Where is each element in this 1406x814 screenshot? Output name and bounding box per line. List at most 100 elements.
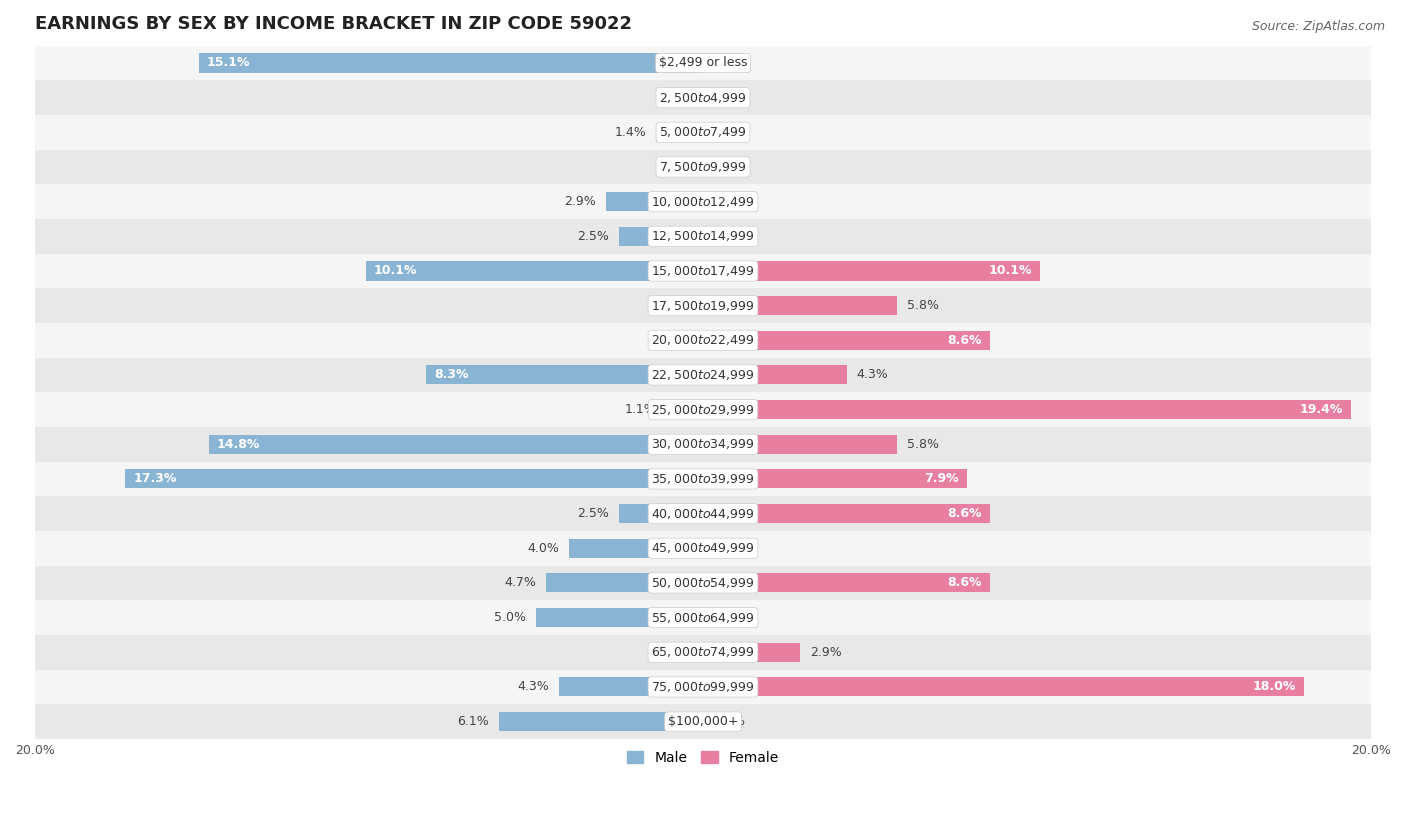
Bar bbox=[35, 670, 1371, 704]
Bar bbox=[606, 192, 703, 211]
Legend: Male, Female: Male, Female bbox=[621, 745, 785, 770]
Text: 5.0%: 5.0% bbox=[494, 611, 526, 624]
Bar bbox=[657, 123, 703, 142]
Bar bbox=[35, 219, 1371, 254]
Bar bbox=[125, 470, 703, 488]
Text: 0.0%: 0.0% bbox=[713, 126, 745, 139]
Bar bbox=[35, 392, 1371, 427]
Text: $17,500 to $19,999: $17,500 to $19,999 bbox=[651, 299, 755, 313]
Text: 2.5%: 2.5% bbox=[578, 507, 609, 520]
Text: 8.6%: 8.6% bbox=[948, 334, 981, 347]
Text: 8.3%: 8.3% bbox=[434, 369, 468, 382]
Text: 4.7%: 4.7% bbox=[505, 576, 536, 589]
Text: $22,500 to $24,999: $22,500 to $24,999 bbox=[651, 368, 755, 382]
Text: 0.0%: 0.0% bbox=[661, 299, 693, 312]
Text: 8.6%: 8.6% bbox=[948, 576, 981, 589]
Bar bbox=[426, 365, 703, 384]
Bar bbox=[35, 184, 1371, 219]
Bar bbox=[35, 497, 1371, 531]
Text: $5,000 to $7,499: $5,000 to $7,499 bbox=[659, 125, 747, 139]
Text: $7,500 to $9,999: $7,500 to $9,999 bbox=[659, 160, 747, 174]
Bar bbox=[35, 566, 1371, 600]
Text: 5.8%: 5.8% bbox=[907, 438, 939, 451]
Bar bbox=[546, 573, 703, 593]
Bar bbox=[208, 435, 703, 454]
Text: 7.9%: 7.9% bbox=[924, 472, 959, 485]
Text: 2.5%: 2.5% bbox=[578, 230, 609, 243]
Text: 4.3%: 4.3% bbox=[856, 369, 889, 382]
Text: $65,000 to $74,999: $65,000 to $74,999 bbox=[651, 646, 755, 659]
Bar bbox=[35, 46, 1371, 81]
Bar bbox=[620, 504, 703, 523]
Text: 14.8%: 14.8% bbox=[217, 438, 260, 451]
Bar bbox=[703, 573, 990, 593]
Bar bbox=[703, 365, 846, 384]
Text: $40,000 to $44,999: $40,000 to $44,999 bbox=[651, 506, 755, 521]
Bar bbox=[560, 677, 703, 697]
Bar bbox=[366, 261, 703, 281]
Text: 0.0%: 0.0% bbox=[713, 160, 745, 173]
Text: 10.1%: 10.1% bbox=[374, 265, 418, 278]
Text: Source: ZipAtlas.com: Source: ZipAtlas.com bbox=[1251, 20, 1385, 33]
Bar bbox=[35, 81, 1371, 115]
Text: 17.3%: 17.3% bbox=[134, 472, 177, 485]
Bar bbox=[35, 462, 1371, 497]
Bar bbox=[198, 54, 703, 72]
Text: 10.1%: 10.1% bbox=[988, 265, 1032, 278]
Text: 0.0%: 0.0% bbox=[661, 646, 693, 659]
Text: $2,499 or less: $2,499 or less bbox=[659, 56, 747, 69]
Text: $55,000 to $64,999: $55,000 to $64,999 bbox=[651, 610, 755, 624]
Text: 0.0%: 0.0% bbox=[713, 91, 745, 104]
Text: $50,000 to $54,999: $50,000 to $54,999 bbox=[651, 576, 755, 590]
Bar bbox=[620, 227, 703, 246]
Bar bbox=[35, 531, 1371, 566]
Text: $30,000 to $34,999: $30,000 to $34,999 bbox=[651, 437, 755, 451]
Text: $35,000 to $39,999: $35,000 to $39,999 bbox=[651, 472, 755, 486]
Text: 0.0%: 0.0% bbox=[713, 230, 745, 243]
Bar bbox=[703, 435, 897, 454]
Text: 2.9%: 2.9% bbox=[564, 195, 596, 208]
Text: 0.0%: 0.0% bbox=[713, 715, 745, 728]
Bar bbox=[35, 288, 1371, 323]
Text: 0.0%: 0.0% bbox=[713, 56, 745, 69]
Bar bbox=[35, 635, 1371, 670]
Bar bbox=[35, 323, 1371, 357]
Text: 8.6%: 8.6% bbox=[948, 507, 981, 520]
Bar bbox=[703, 330, 990, 350]
Bar bbox=[569, 539, 703, 558]
Text: EARNINGS BY SEX BY INCOME BRACKET IN ZIP CODE 59022: EARNINGS BY SEX BY INCOME BRACKET IN ZIP… bbox=[35, 15, 631, 33]
Text: 0.0%: 0.0% bbox=[713, 542, 745, 555]
Text: 0.0%: 0.0% bbox=[661, 160, 693, 173]
Bar bbox=[499, 712, 703, 731]
Text: 18.0%: 18.0% bbox=[1253, 681, 1296, 694]
Bar bbox=[666, 400, 703, 419]
Bar bbox=[703, 677, 1305, 697]
Text: 19.4%: 19.4% bbox=[1299, 403, 1343, 416]
Text: 0.0%: 0.0% bbox=[713, 611, 745, 624]
Bar bbox=[703, 296, 897, 315]
Text: 0.0%: 0.0% bbox=[713, 195, 745, 208]
Bar bbox=[35, 600, 1371, 635]
Text: 1.1%: 1.1% bbox=[624, 403, 657, 416]
Bar bbox=[703, 504, 990, 523]
Text: 2.9%: 2.9% bbox=[810, 646, 842, 659]
Bar bbox=[35, 254, 1371, 288]
Text: 4.0%: 4.0% bbox=[527, 542, 560, 555]
Bar bbox=[35, 357, 1371, 392]
Bar bbox=[703, 643, 800, 662]
Bar bbox=[35, 704, 1371, 739]
Text: $100,000+: $100,000+ bbox=[668, 715, 738, 728]
Bar bbox=[35, 115, 1371, 150]
Text: 6.1%: 6.1% bbox=[457, 715, 489, 728]
Bar bbox=[35, 150, 1371, 184]
Text: 5.8%: 5.8% bbox=[907, 299, 939, 312]
Text: 1.4%: 1.4% bbox=[614, 126, 647, 139]
Text: $20,000 to $22,499: $20,000 to $22,499 bbox=[651, 333, 755, 348]
Text: $45,000 to $49,999: $45,000 to $49,999 bbox=[651, 541, 755, 555]
Text: $12,500 to $14,999: $12,500 to $14,999 bbox=[651, 230, 755, 243]
Bar bbox=[703, 470, 967, 488]
Text: 4.3%: 4.3% bbox=[517, 681, 550, 694]
Text: $15,000 to $17,499: $15,000 to $17,499 bbox=[651, 264, 755, 278]
Text: $75,000 to $99,999: $75,000 to $99,999 bbox=[651, 680, 755, 694]
Bar bbox=[35, 427, 1371, 462]
